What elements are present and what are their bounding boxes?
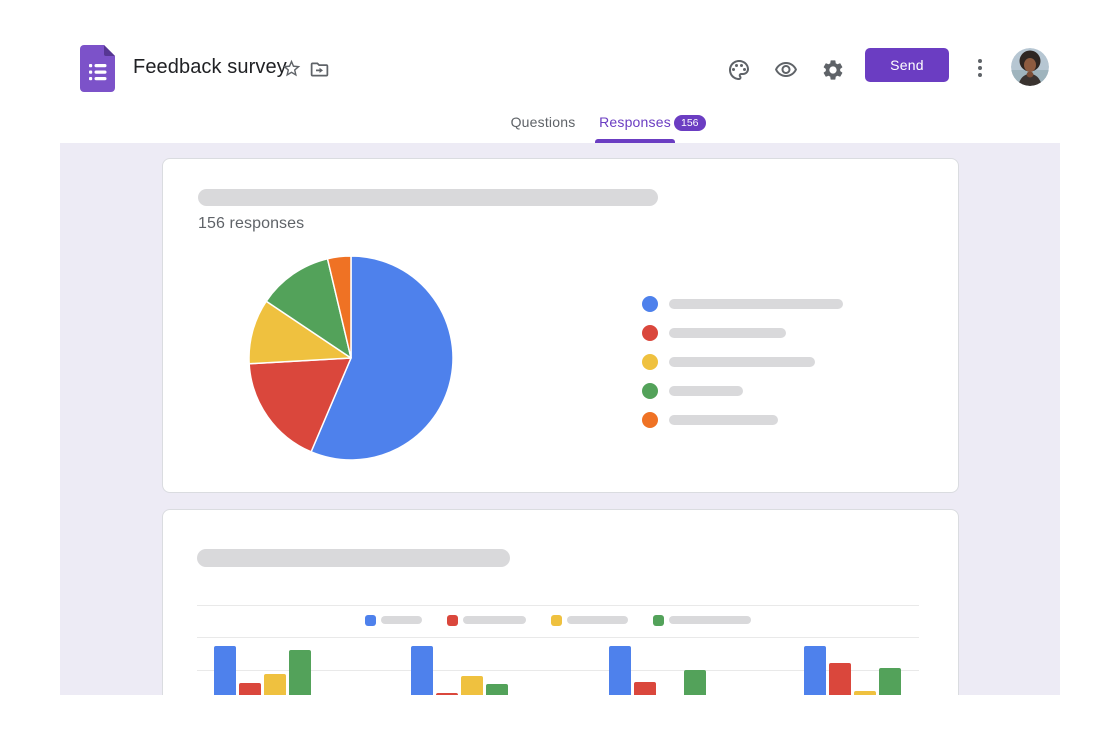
question-title-skeleton — [198, 189, 658, 206]
gridline — [197, 637, 919, 638]
more-options-button[interactable] — [970, 55, 990, 81]
bar-option-1 — [804, 646, 826, 695]
legend-label-skeleton — [463, 616, 526, 624]
send-button[interactable]: Send — [865, 48, 949, 82]
legend-color-dot — [642, 295, 658, 312]
document-title[interactable]: Feedback survey — [133, 56, 287, 78]
bar-chart — [197, 605, 919, 695]
bar-group-4 — [804, 646, 901, 695]
google-forms-logo-icon[interactable] — [80, 45, 115, 92]
tab-questions[interactable]: Questions — [510, 114, 576, 130]
bar-group-1 — [214, 646, 311, 695]
question-title-skeleton — [197, 549, 510, 567]
legend-color-square — [447, 614, 458, 626]
bar-legend-item-option-1 — [365, 614, 422, 626]
bar-legend-item-option-2 — [447, 614, 526, 626]
legend-color-square — [365, 614, 376, 626]
bar-group-2 — [411, 646, 508, 695]
preview-button[interactable] — [773, 57, 799, 83]
legend-label-skeleton — [669, 298, 843, 309]
bar-legend-item-option-4 — [653, 614, 751, 626]
pie-legend-row-option-5 — [642, 405, 843, 434]
bar-option-4 — [289, 650, 311, 695]
legend-color-square — [653, 614, 664, 626]
bar-option-2 — [436, 693, 458, 695]
move-to-folder-icon — [310, 62, 328, 76]
bar-option-1 — [609, 646, 631, 695]
pie-legend-row-option-3 — [642, 347, 843, 376]
bar-option-4 — [879, 668, 901, 695]
customize-theme-button[interactable] — [726, 57, 752, 83]
bar-option-4 — [684, 670, 706, 695]
bar-option-2 — [634, 682, 656, 695]
pie-chart-card: 156 responses — [162, 158, 959, 493]
settings-button[interactable] — [820, 57, 846, 83]
gear-icon — [823, 60, 843, 80]
legend-label-skeleton — [669, 356, 815, 367]
pie-chart — [248, 255, 454, 461]
bar-group-3 — [609, 646, 706, 695]
pie-legend-row-option-4 — [642, 376, 843, 405]
pie-slice-option-2 — [248, 357, 352, 453]
move-to-folder-button[interactable] — [307, 57, 331, 81]
star-outline-icon — [282, 59, 300, 76]
legend-label-skeleton — [567, 616, 628, 624]
legend-color-dot — [642, 353, 658, 370]
palette-icon — [729, 60, 749, 80]
bar-option-4 — [486, 684, 508, 695]
pie-slice-option-1 — [310, 255, 454, 461]
responses-count-text: 156 responses — [198, 215, 305, 232]
bar-chart-card — [162, 509, 959, 695]
bar-option-3 — [854, 691, 876, 695]
pie-legend-row-option-1 — [642, 289, 843, 318]
legend-label-skeleton — [381, 616, 422, 624]
kebab-menu-icon — [978, 59, 982, 77]
tab-responses[interactable]: Responses — [599, 114, 671, 130]
legend-color-dot — [642, 411, 658, 428]
legend-color-square — [551, 614, 562, 626]
eye-icon — [775, 62, 797, 77]
pie-legend — [642, 289, 843, 434]
bar-option-2 — [829, 663, 851, 695]
legend-label-skeleton — [669, 327, 786, 338]
account-avatar[interactable] — [1011, 48, 1049, 86]
responses-panel: 156 responses — [60, 143, 1060, 695]
forms-doc-icon — [80, 45, 115, 92]
legend-color-dot — [642, 382, 658, 399]
pie-slice-option-5 — [326, 255, 352, 359]
legend-label-skeleton — [669, 414, 778, 425]
bar-legend-item-option-3 — [551, 614, 628, 626]
legend-label-skeleton — [669, 616, 751, 624]
bar-option-1 — [214, 646, 236, 695]
bar-option-3 — [264, 674, 286, 695]
active-tab-indicator — [595, 139, 675, 143]
gridline — [197, 670, 919, 671]
bar-legend — [197, 612, 919, 628]
pie-legend-row-option-2 — [642, 318, 843, 347]
star-button[interactable] — [279, 56, 303, 80]
legend-label-skeleton — [669, 385, 743, 396]
bar-option-2 — [239, 683, 261, 695]
responses-count-badge: 156 — [674, 115, 706, 131]
pie-slice-option-4 — [265, 257, 352, 359]
bar-option-1 — [411, 646, 433, 695]
profile-photo — [1011, 48, 1049, 86]
bar-option-3 — [461, 676, 483, 695]
legend-color-dot — [642, 324, 658, 341]
